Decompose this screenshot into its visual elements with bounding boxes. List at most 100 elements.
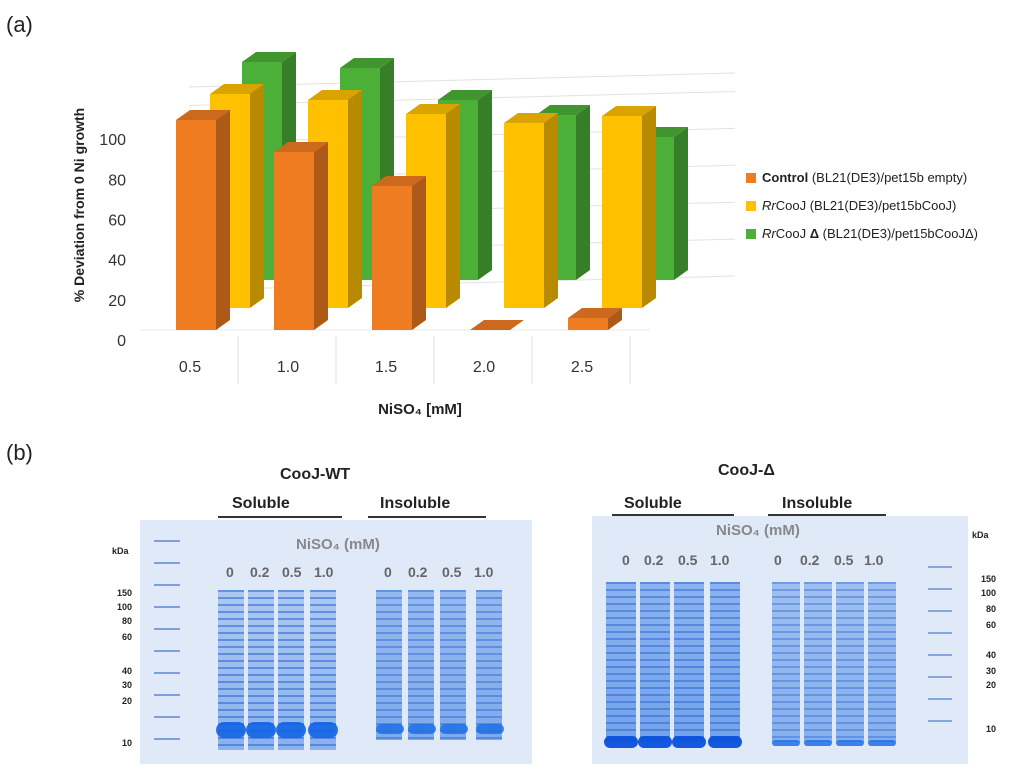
bar-front: [372, 186, 412, 330]
sample-lane-soluble: [674, 582, 704, 742]
sample-lane-insoluble: [408, 590, 434, 740]
bar-front: [274, 152, 314, 330]
legend-main-rrcooj: CooJ: [775, 198, 807, 213]
band-10kda: [604, 736, 638, 748]
mw-marker-label: 150: [116, 588, 132, 598]
mw-marker-label: 10: [985, 724, 996, 734]
legend-prefix-rrcooj: Rr: [762, 198, 776, 213]
mw-marker-label: 150: [980, 574, 996, 584]
panel-a-label: (a): [6, 12, 33, 37]
bar-side: [642, 106, 656, 308]
bar-1-4: [602, 106, 656, 308]
legend-swatch-control: [746, 173, 756, 183]
bar-side: [446, 104, 460, 308]
sample-lane-soluble: [640, 582, 670, 742]
conc-label: 0.2: [408, 564, 428, 580]
sample-lane-insoluble: [376, 590, 402, 740]
ladder-lane: [154, 540, 180, 750]
bar-side: [608, 308, 622, 330]
kda-label-wt: kDa: [112, 546, 129, 556]
bar-top: [372, 176, 426, 186]
legend-item-rrcooj: Rr CooJ (BL21(DE3)/pet15bCooJ): [746, 192, 978, 220]
bar-1-3: [504, 113, 558, 308]
legend-label-control: Control: [762, 170, 809, 185]
sample-lane-insoluble: [772, 582, 800, 742]
sample-lane-insoluble: [476, 590, 502, 740]
band-10kda: [708, 736, 742, 748]
bar-front: [602, 116, 642, 308]
bar-chart-3d: 0 20 40 60 80 100 % Deviation from 0 Ni growth…: [71, 52, 736, 418]
chart-legend: Control (BL21(DE3)/pet15b empty) Rr CooJ …: [746, 164, 978, 248]
conc-label: 0.5: [442, 564, 462, 580]
legend-item-rrcooj-delta: Rr CooJ Δ (BL21(DE3)/pet15bCooJΔ): [746, 220, 978, 248]
fraction-soluble-wt: Soluble: [232, 495, 290, 512]
panel-b-label: (b): [6, 440, 33, 465]
band-10kda: [804, 740, 832, 746]
bar-side: [544, 113, 558, 308]
x-tick-label: 1.5: [375, 359, 397, 376]
mw-marker-label: 30: [121, 680, 132, 690]
bar-side: [348, 90, 362, 308]
bar-front: [176, 120, 216, 330]
sample-lane-soluble: [710, 582, 740, 742]
conc-label: 1.0: [864, 552, 884, 568]
gel-title-wt: CooJ-WT: [280, 466, 351, 483]
x-tick-label: 2.5: [571, 359, 593, 376]
mw-marker-label: 40: [985, 650, 996, 660]
band-10kda: [672, 736, 706, 748]
bar-side: [478, 90, 492, 280]
band-10kda: [376, 724, 404, 734]
band-10kda: [868, 740, 896, 746]
gel-title-delta: CooJ-Δ: [718, 462, 775, 479]
conc-label: 1.0: [710, 552, 730, 568]
y-axis-label: % Deviation from 0 Ni growth: [71, 108, 87, 302]
fraction-underline-soluble-wt: [218, 516, 342, 518]
conc-label: 0.5: [834, 552, 854, 568]
legend-suffix-rrcooj-delta: (BL21(DE3)/pet15bCooJΔ): [819, 226, 979, 241]
band-10kda: [440, 724, 468, 734]
conc-label: 0: [622, 552, 630, 568]
mw-marker-label: 80: [985, 604, 996, 614]
band-10kda: [836, 740, 864, 746]
mw-marker-label: 80: [121, 616, 132, 626]
bar-top: [274, 142, 328, 152]
conc-label: 0.5: [678, 552, 698, 568]
bar-0-3: [470, 320, 524, 330]
bar-side: [412, 176, 426, 330]
bar-top: [308, 90, 362, 100]
y-tick-label: 80: [108, 172, 126, 189]
bar-top: [504, 113, 558, 123]
mw-marker-label: 60: [985, 620, 996, 630]
sample-lane-insoluble: [804, 582, 832, 742]
bar-top: [406, 104, 460, 114]
mw-marker-label: 100: [116, 602, 132, 612]
fraction-soluble-delta: Soluble: [624, 495, 682, 512]
sample-lane-insoluble: [868, 582, 896, 742]
legend-swatch-rrcooj-delta: [746, 229, 756, 239]
band-10kda: [638, 736, 672, 748]
fraction-insoluble-wt: Insoluble: [380, 495, 451, 512]
bar-side: [576, 105, 590, 280]
mw-marker-label: 30: [985, 666, 996, 676]
bar-top: [536, 105, 590, 115]
x-tick-label: 2.0: [473, 359, 495, 376]
bar-0-4: [568, 308, 622, 330]
legend-suffix-rrcooj: (BL21(DE3)/pet15bCooJ): [806, 198, 957, 213]
x-tick-label: 0.5: [179, 359, 201, 376]
y-tick-label: 0: [117, 333, 126, 350]
niso4-label-delta: NiSO₄ (mM): [716, 522, 800, 539]
conc-label: 0.5: [282, 564, 302, 580]
band-10kda: [772, 740, 800, 746]
kda-label-delta: kDa: [972, 530, 989, 540]
niso4-label-wt: NiSO₄ (mM): [296, 536, 380, 553]
x-axis-label: NiSO₄ [mM]: [378, 401, 462, 418]
ladder-lane: [928, 566, 952, 736]
bar-top: [242, 52, 296, 62]
conc-label: 0: [774, 552, 782, 568]
conc-label: 0: [384, 564, 392, 580]
sample-lane-soluble: [606, 582, 636, 742]
mw-marker-label: 60: [121, 632, 132, 642]
legend-delta-rrcooj-delta: Δ: [809, 226, 820, 241]
mw-marker-label: 20: [985, 680, 996, 690]
bar-side: [314, 142, 328, 330]
